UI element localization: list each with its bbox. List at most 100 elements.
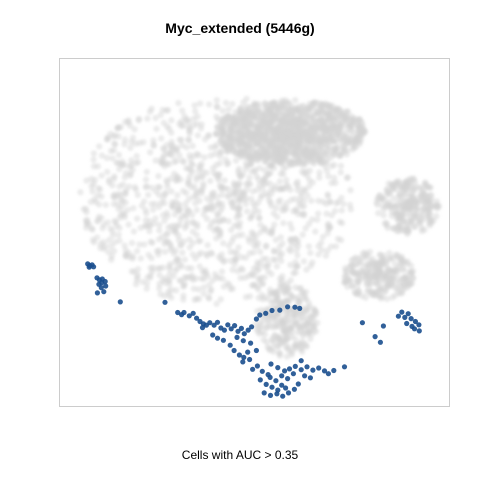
high-auc-cell-point bbox=[101, 289, 107, 295]
cell-point bbox=[196, 263, 203, 270]
cell-point bbox=[287, 291, 294, 298]
cell-point bbox=[264, 228, 271, 236]
cell-point bbox=[406, 210, 413, 217]
cell-point bbox=[103, 154, 111, 162]
cell-point bbox=[172, 229, 179, 237]
cell-point bbox=[127, 144, 134, 151]
high-auc-cell-point bbox=[236, 352, 242, 358]
cell-point bbox=[122, 187, 130, 194]
high-auc-cell-point bbox=[279, 382, 285, 388]
cell-point bbox=[164, 183, 171, 191]
cell-point bbox=[214, 211, 221, 218]
cell-point bbox=[349, 263, 356, 270]
cell-point bbox=[403, 222, 411, 230]
cell-point bbox=[156, 221, 163, 229]
high-auc-cell-point bbox=[214, 335, 221, 341]
cell-point bbox=[256, 330, 263, 337]
cell-point bbox=[215, 199, 222, 206]
cell-point bbox=[98, 152, 106, 159]
high-auc-cell-point bbox=[377, 339, 383, 345]
cell-point bbox=[111, 173, 118, 180]
cell-point bbox=[279, 318, 286, 325]
cell-point bbox=[293, 130, 301, 137]
cell-point bbox=[152, 215, 159, 222]
cell-point bbox=[305, 243, 313, 250]
high-auc-cell-point bbox=[268, 361, 274, 367]
cell-point bbox=[143, 168, 150, 176]
cell-point bbox=[385, 180, 392, 187]
cell-point bbox=[334, 116, 341, 123]
high-auc-cell-point bbox=[316, 365, 322, 371]
cell-point bbox=[225, 185, 232, 193]
cell-point bbox=[215, 176, 222, 184]
cell-point bbox=[325, 124, 333, 132]
cell-point bbox=[413, 212, 420, 220]
cell-point bbox=[201, 136, 209, 143]
cell-point bbox=[372, 265, 379, 272]
cell-point bbox=[197, 125, 205, 132]
cell-point bbox=[204, 273, 211, 280]
cell-point bbox=[163, 160, 170, 167]
cell-point bbox=[204, 195, 211, 202]
high-auc-cell-point bbox=[162, 299, 168, 305]
high-auc-cell-point bbox=[341, 364, 348, 370]
cell-point bbox=[355, 288, 362, 295]
cell-point bbox=[168, 188, 175, 195]
cell-point bbox=[152, 114, 159, 122]
cell-point bbox=[301, 151, 308, 158]
cell-point bbox=[84, 216, 91, 224]
high-auc-cell-point bbox=[240, 338, 246, 344]
cell-point bbox=[114, 201, 122, 208]
cell-point bbox=[266, 180, 273, 187]
cell-point bbox=[387, 275, 395, 282]
cell-point bbox=[257, 248, 264, 256]
cell-point bbox=[343, 140, 350, 148]
cell-point bbox=[131, 126, 138, 133]
cell-point bbox=[200, 180, 207, 187]
cell-point bbox=[291, 311, 298, 319]
cell-point bbox=[274, 213, 281, 220]
cell-point bbox=[266, 107, 273, 114]
high-auc-cell-point bbox=[227, 342, 233, 348]
high-auc-cell-point bbox=[250, 366, 256, 372]
cell-point bbox=[177, 216, 184, 223]
cell-point bbox=[367, 288, 375, 295]
cell-point bbox=[146, 149, 154, 156]
cell-point bbox=[173, 173, 181, 180]
cell-point bbox=[174, 192, 181, 199]
cell-point bbox=[213, 161, 220, 169]
high-auc-cell-point bbox=[231, 347, 237, 354]
cell-point bbox=[374, 195, 381, 202]
cell-point bbox=[284, 343, 292, 350]
cell-point bbox=[243, 109, 251, 116]
cell-point bbox=[309, 133, 316, 140]
high-auc-cell-point bbox=[186, 313, 192, 319]
cell-point bbox=[188, 265, 195, 272]
high-auc-cell-point bbox=[248, 340, 254, 346]
cell-point bbox=[242, 293, 250, 301]
cell-point bbox=[384, 224, 391, 232]
cell-point bbox=[213, 103, 221, 110]
cell-point bbox=[281, 206, 289, 214]
cell-point bbox=[143, 280, 151, 287]
cell-point bbox=[375, 209, 382, 217]
cell-point bbox=[185, 195, 193, 203]
cell-point bbox=[304, 330, 311, 338]
cell-point bbox=[304, 304, 311, 312]
cell-point bbox=[192, 200, 199, 207]
cell-point bbox=[238, 254, 245, 261]
cell-point bbox=[132, 159, 139, 167]
cell-point bbox=[211, 217, 218, 225]
cell-point bbox=[225, 106, 232, 113]
cell-point bbox=[231, 260, 238, 268]
cell-point bbox=[282, 324, 289, 331]
cell-point bbox=[250, 249, 257, 256]
cell-point bbox=[315, 251, 322, 258]
cell-point bbox=[219, 126, 226, 133]
cell-point bbox=[357, 136, 365, 143]
cell-point bbox=[282, 148, 290, 155]
cell-point bbox=[150, 142, 158, 150]
cell-point bbox=[322, 252, 330, 259]
cell-point bbox=[289, 140, 296, 148]
cell-point bbox=[351, 142, 358, 150]
